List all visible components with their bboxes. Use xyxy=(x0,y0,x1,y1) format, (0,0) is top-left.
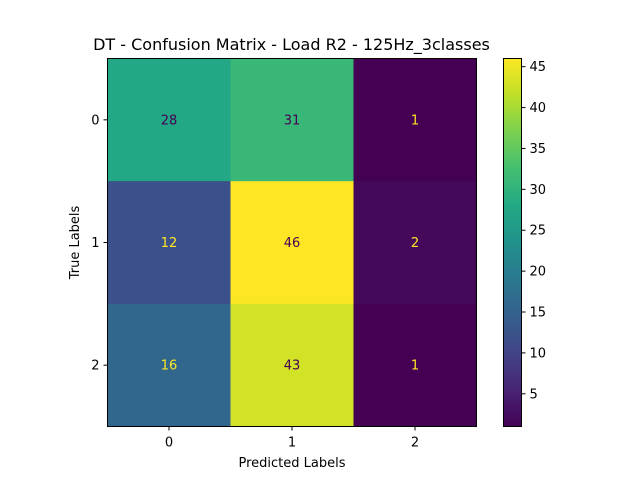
cell-value-label: 16 xyxy=(161,359,178,374)
y-axis-ticks: 0 1 2 xyxy=(91,113,108,374)
heatmap-cell xyxy=(230,58,354,182)
colorbar-tick-label: 45 xyxy=(530,60,547,75)
colorbar-tick-label: 30 xyxy=(530,183,547,198)
heatmap-cell xyxy=(107,58,231,182)
heatmap-cell xyxy=(107,303,231,427)
heatmap-cell xyxy=(230,303,354,427)
x-tick-label: 2 xyxy=(411,436,419,451)
cell-value-label: 31 xyxy=(284,113,301,128)
y-tick-label: 1 xyxy=(91,236,99,251)
cell-value-label: 1 xyxy=(411,359,419,374)
colorbar xyxy=(503,58,522,427)
x-axis-ticks: 0 1 2 xyxy=(165,426,419,451)
colorbar-tick-label: 20 xyxy=(530,265,547,280)
cell-value-label: 2 xyxy=(411,236,419,251)
heatmap-cell xyxy=(230,181,354,305)
y-axis-label: True Labels xyxy=(68,205,83,280)
colorbar-tick-label: 35 xyxy=(530,142,547,157)
chart-title: DT - Confusion Matrix - Load R2 - 125Hz_… xyxy=(93,35,490,55)
cell-value-label: 12 xyxy=(161,236,178,251)
colorbar-tick-label: 40 xyxy=(530,101,547,116)
x-tick-label: 1 xyxy=(288,436,296,451)
cell-value-label: 46 xyxy=(284,236,301,251)
heatmap-cell xyxy=(353,303,477,427)
heatmap-cells xyxy=(107,58,477,427)
colorbar-tick-label: 15 xyxy=(530,306,547,321)
colorbar-tick-label: 10 xyxy=(530,346,547,361)
heatmap-cell xyxy=(107,181,231,305)
cell-value-label: 43 xyxy=(284,359,301,374)
heatmap-cell xyxy=(353,58,477,182)
x-tick-label: 0 xyxy=(165,436,173,451)
heatmap-cell xyxy=(353,181,477,305)
colorbar-ticks: 5 10 15 20 25 30 35 40 45 xyxy=(521,60,547,402)
x-axis-label: Predicted Labels xyxy=(238,456,345,471)
colorbar-tick-label: 25 xyxy=(530,224,547,239)
colorbar-tick-label: 5 xyxy=(530,387,538,402)
heatmap-cell-labels: 28 31 1 12 46 2 16 43 1 xyxy=(161,113,419,373)
y-tick-label: 2 xyxy=(91,359,99,374)
y-tick-label: 0 xyxy=(91,113,99,128)
cell-value-label: 28 xyxy=(161,113,178,128)
cell-value-label: 1 xyxy=(411,113,419,128)
